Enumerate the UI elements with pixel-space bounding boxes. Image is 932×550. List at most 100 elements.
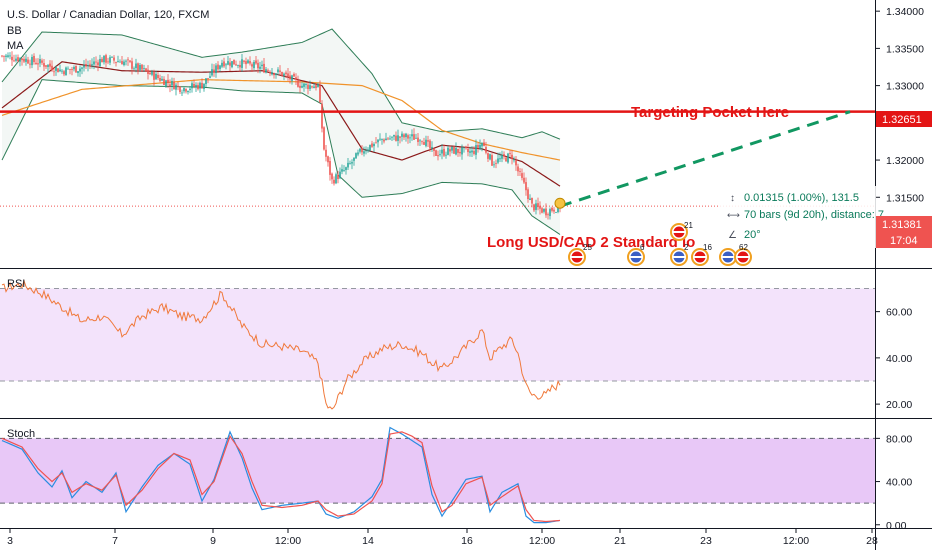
candle[interactable]: [25, 54, 27, 66]
candle[interactable]: [457, 148, 459, 157]
candle[interactable]: [183, 87, 185, 94]
candle[interactable]: [7, 52, 9, 59]
candle[interactable]: [345, 166, 347, 175]
candle[interactable]: [129, 60, 131, 64]
candle[interactable]: [395, 131, 397, 142]
candle[interactable]: [113, 55, 115, 64]
candle[interactable]: [479, 139, 481, 151]
candle[interactable]: [541, 206, 543, 214]
candle[interactable]: [47, 64, 49, 73]
candle[interactable]: [229, 58, 231, 71]
candle[interactable]: [393, 134, 395, 141]
current-price-badge[interactable]: 1.31381 17:04: [876, 216, 932, 248]
candle[interactable]: [481, 142, 483, 152]
target-price-badge[interactable]: 1.32651: [876, 111, 932, 127]
candle[interactable]: [99, 54, 101, 68]
candle[interactable]: [107, 57, 109, 65]
candle[interactable]: [397, 129, 399, 147]
candle[interactable]: [211, 63, 213, 77]
candle[interactable]: [1, 54, 3, 58]
candle[interactable]: [73, 65, 75, 72]
candle[interactable]: [117, 55, 119, 63]
candle[interactable]: [173, 77, 175, 90]
candle[interactable]: [405, 132, 407, 142]
candle[interactable]: [355, 152, 357, 159]
candle[interactable]: [463, 147, 465, 153]
candle[interactable]: [79, 65, 81, 77]
candle[interactable]: [271, 68, 273, 76]
candle[interactable]: [311, 85, 313, 89]
bollinger-upper[interactable]: [1, 28, 561, 140]
candle[interactable]: [281, 71, 283, 77]
candle[interactable]: [33, 53, 35, 65]
stoch-axis[interactable]: 0.00 40.00 80.00: [876, 433, 912, 532]
candle[interactable]: [37, 58, 39, 71]
candle[interactable]: [325, 145, 327, 162]
candle[interactable]: [487, 152, 489, 162]
candle[interactable]: [367, 147, 369, 153]
candle[interactable]: [409, 134, 411, 144]
candle[interactable]: [189, 86, 191, 94]
candle[interactable]: [119, 59, 121, 63]
candle[interactable]: [93, 57, 95, 70]
candle[interactable]: [163, 76, 165, 86]
candle[interactable]: [147, 65, 149, 80]
candle[interactable]: [317, 82, 319, 88]
candle[interactable]: [337, 171, 339, 184]
candle[interactable]: [155, 70, 157, 80]
candle[interactable]: [505, 156, 507, 162]
candle[interactable]: [219, 64, 221, 72]
candle[interactable]: [225, 62, 227, 70]
candle[interactable]: [413, 128, 415, 140]
candle[interactable]: [499, 152, 501, 163]
candle[interactable]: [549, 207, 551, 220]
candle[interactable]: [221, 59, 223, 69]
candle[interactable]: [5, 53, 7, 62]
candle[interactable]: [213, 64, 215, 77]
candle[interactable]: [299, 80, 301, 93]
candle[interactable]: [105, 53, 107, 68]
candle[interactable]: [195, 82, 197, 93]
candle[interactable]: [17, 54, 19, 63]
candle[interactable]: [31, 54, 33, 69]
candle[interactable]: [331, 172, 333, 184]
candle[interactable]: [475, 139, 477, 160]
candle[interactable]: [89, 60, 91, 70]
event-flag-icon[interactable]: [719, 248, 737, 266]
candle[interactable]: [387, 137, 389, 141]
candle[interactable]: [379, 133, 381, 141]
candle[interactable]: [3, 55, 5, 62]
candle[interactable]: [109, 55, 111, 66]
candle[interactable]: [441, 144, 443, 160]
rsi-axis[interactable]: 20.00 40.00 60.00: [876, 307, 912, 412]
candle[interactable]: [321, 100, 323, 133]
candle[interactable]: [165, 79, 167, 89]
candle[interactable]: [369, 144, 371, 152]
candle[interactable]: [143, 64, 145, 72]
candle[interactable]: [385, 132, 387, 141]
candle[interactable]: [509, 150, 511, 157]
candle[interactable]: [287, 68, 289, 81]
candle[interactable]: [467, 143, 469, 157]
candle[interactable]: [255, 55, 257, 65]
candle[interactable]: [59, 64, 61, 73]
candle[interactable]: [303, 82, 305, 92]
candle[interactable]: [539, 201, 541, 215]
event-flag-icon[interactable]: [627, 248, 645, 266]
candle[interactable]: [39, 54, 41, 68]
candle[interactable]: [115, 61, 117, 67]
candle[interactable]: [361, 145, 363, 156]
candle[interactable]: [9, 52, 11, 60]
candle[interactable]: [351, 159, 353, 170]
candle[interactable]: [75, 65, 77, 73]
candle[interactable]: [555, 211, 557, 213]
indicator-label-ma[interactable]: MA: [7, 40, 24, 52]
event-flag-icon[interactable]: [734, 248, 752, 266]
candle[interactable]: [187, 90, 189, 95]
candle[interactable]: [233, 59, 235, 65]
candle[interactable]: [365, 146, 367, 155]
candle[interactable]: [81, 66, 83, 75]
candle[interactable]: [11, 51, 13, 66]
candle[interactable]: [407, 133, 409, 144]
candle[interactable]: [29, 59, 31, 69]
